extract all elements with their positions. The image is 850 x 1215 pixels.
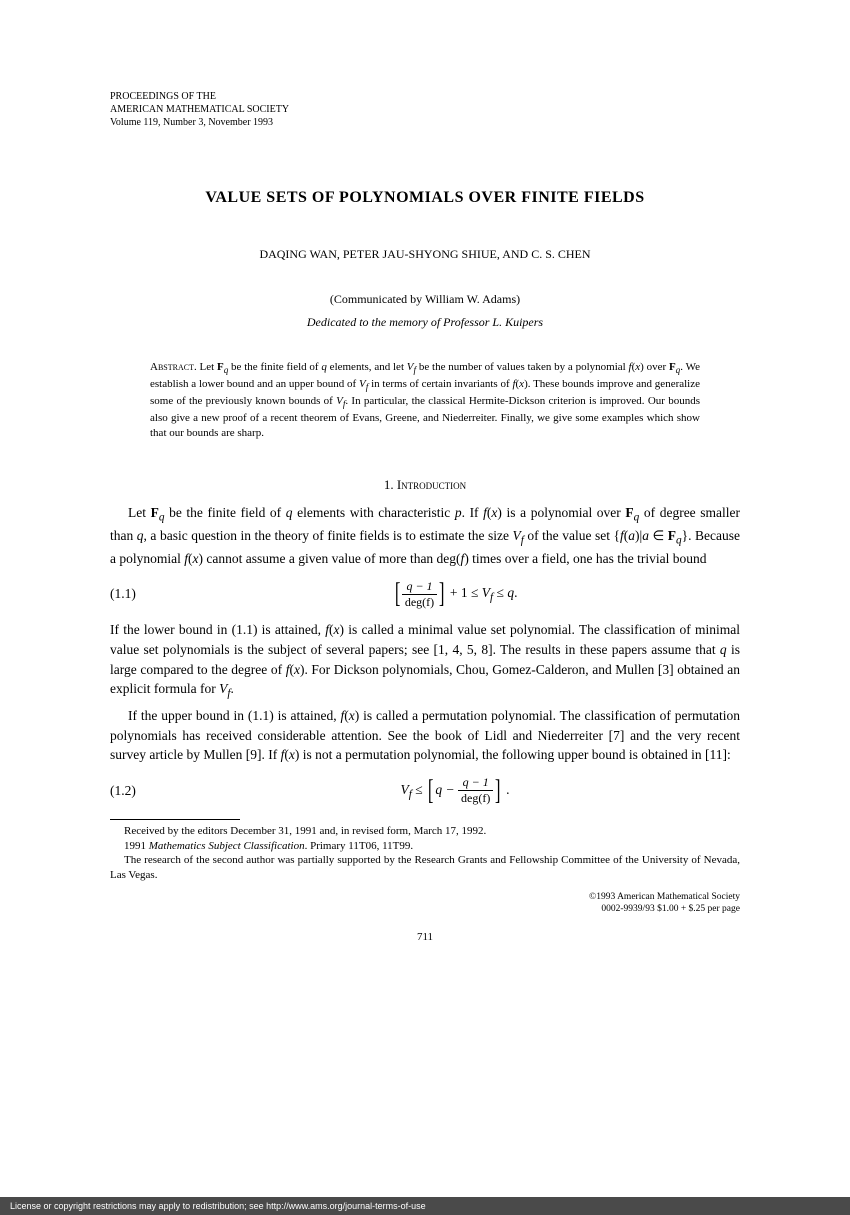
copyright-block: ©1993 American Mathematical Society 0002… <box>110 891 740 916</box>
page-number: 711 <box>110 931 740 943</box>
copyright-line1: ©1993 American Mathematical Society <box>110 891 740 903</box>
journal-line2: AMERICAN MATHEMATICAL SOCIETY <box>110 103 740 116</box>
footnote-msc: 1991 Mathematics Subject Classification.… <box>110 839 740 854</box>
intro-para-1: Let Fq be the finite field of q elements… <box>110 503 740 569</box>
abstract-block: Abstract. Let Fq be the finite field of … <box>150 360 700 442</box>
eq-number-1-2: (1.2) <box>110 783 170 799</box>
intro-para-3: If the upper bound in (1.1) is attained,… <box>110 706 740 765</box>
footnote-received: Received by the editors December 31, 199… <box>110 824 740 839</box>
eq-body-1-1: [q − 1deg(f)] + 1 ≤ Vf ≤ q. <box>170 578 740 610</box>
abstract-label: Abstract. <box>150 361 197 373</box>
paper-page: PROCEEDINGS OF THE AMERICAN MATHEMATICAL… <box>0 0 850 1215</box>
equation-1-2: (1.2) Vf ≤ [q − q − 1deg(f)] . <box>110 775 740 807</box>
eq-body-1-2: Vf ≤ [q − q − 1deg(f)] . <box>170 775 740 807</box>
footnote-support: The research of the second author was pa… <box>110 853 740 883</box>
paper-title: VALUE SETS OF POLYNOMIALS OVER FINITE FI… <box>110 189 740 207</box>
eq-number-1-1: (1.1) <box>110 586 170 602</box>
communicated-by: (Communicated by William W. Adams) <box>110 292 740 307</box>
journal-line1: PROCEEDINGS OF THE <box>110 90 740 103</box>
journal-header: PROCEEDINGS OF THE AMERICAN MATHEMATICAL… <box>110 90 740 129</box>
copyright-line2: 0002-9939/93 $1.00 + $.25 per page <box>110 903 740 915</box>
license-bar: License or copyright restrictions may ap… <box>0 1197 850 1215</box>
journal-line3: Volume 119, Number 3, November 1993 <box>110 116 740 129</box>
abstract-text: Let Fq be the finite field of q elements… <box>150 361 700 439</box>
dedication: Dedicated to the memory of Professor L. … <box>110 315 740 330</box>
equation-1-1: (1.1) [q − 1deg(f)] + 1 ≤ Vf ≤ q. <box>110 578 740 610</box>
intro-para-2: If the lower bound in (1.1) is attained,… <box>110 620 740 702</box>
section-heading-intro: 1. Introduction <box>110 477 740 493</box>
paper-authors: DAQING WAN, PETER JAU-SHYONG SHIUE, AND … <box>110 247 740 262</box>
footnote-rule <box>110 819 240 820</box>
